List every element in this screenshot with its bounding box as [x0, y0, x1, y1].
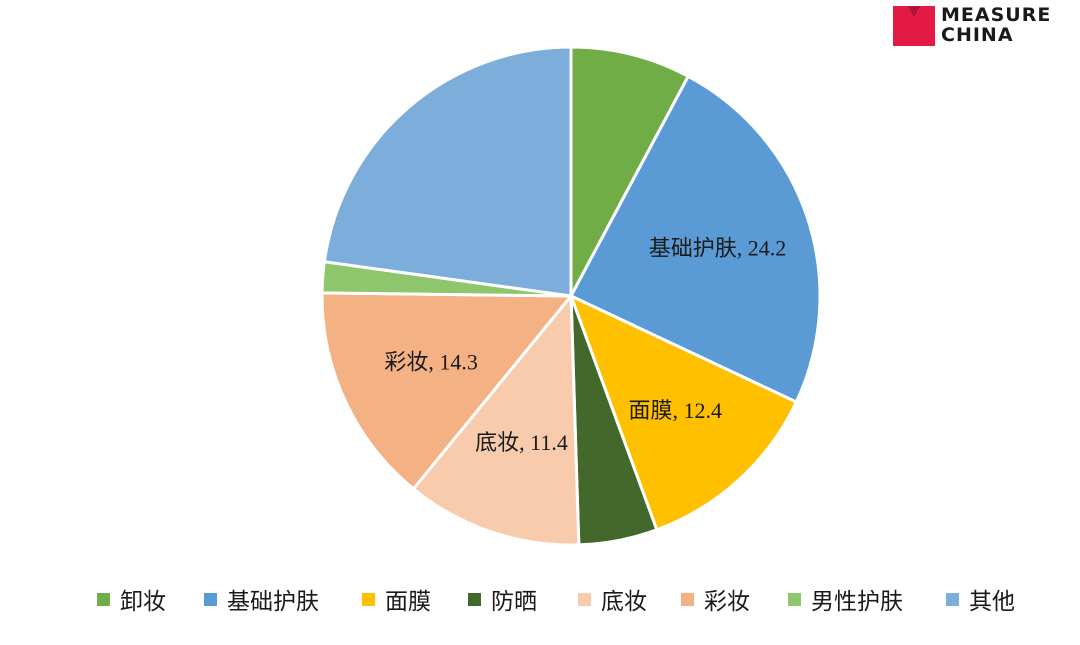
pie-slice-0 [569, 45, 690, 298]
measure-china-logo: MEASURE CHINA [893, 5, 1073, 46]
legend-swatch [97, 592, 110, 606]
legend-label: 底妆 [601, 589, 647, 615]
legend-swatch [946, 592, 959, 606]
legend-label: 男性护肤 [811, 589, 903, 615]
slice-label-5: 彩妆, 14.3 [384, 349, 478, 374]
logo-line-2: CHINA [941, 24, 1014, 46]
pie-slice-7 [322, 45, 573, 298]
pie-slices [320, 45, 822, 547]
legend-label: 基础护肤 [227, 589, 319, 615]
legend-label: 其他 [969, 589, 1015, 615]
slice-label-1: 基础护肤, 24.2 [649, 235, 787, 260]
legend-swatch [681, 592, 694, 606]
legend-item-6: 男性护肤 [788, 582, 903, 616]
pie-slice-4 [411, 294, 581, 547]
legend-item-4: 底妆 [578, 582, 647, 616]
logo-text: MEASURE CHINA [941, 5, 1051, 45]
legend-swatch [362, 592, 375, 606]
legend-swatch [578, 592, 591, 606]
legend-item-3: 防晒 [468, 582, 537, 616]
legend-label: 卸妆 [120, 589, 166, 615]
slice-label-4: 底妆, 11.4 [475, 430, 568, 455]
legend-item-5: 彩妆 [681, 582, 750, 616]
legend-item-7: 其他 [946, 582, 1015, 616]
pie-slice-1 [569, 74, 822, 404]
slice-label-2: 面膜, 12.4 [629, 398, 723, 423]
legend-swatch [788, 592, 801, 606]
slice-labels: 基础护肤, 24.2 面膜, 12.4 底妆, 11.4 彩妆, 14.3 [384, 235, 786, 455]
legend-item-1: 基础护肤 [204, 582, 319, 616]
legend-item-2: 面膜 [362, 582, 431, 616]
pie-slice-2 [569, 294, 798, 532]
pie-slice-5 [320, 291, 573, 491]
logo-line-1: MEASURE [941, 4, 1052, 26]
chart-legend: 卸妆 基础护肤 面膜 防晒 底妆 彩妆 男性护肤 其他 [0, 582, 1080, 616]
legend-swatch [204, 592, 217, 606]
legend-label: 彩妆 [704, 589, 750, 615]
legend-label: 面膜 [385, 589, 431, 615]
logo-mark-icon [893, 6, 935, 46]
legend-swatch [468, 592, 481, 606]
legend-label: 防晒 [491, 589, 537, 615]
legend-item-0: 卸妆 [97, 582, 166, 616]
